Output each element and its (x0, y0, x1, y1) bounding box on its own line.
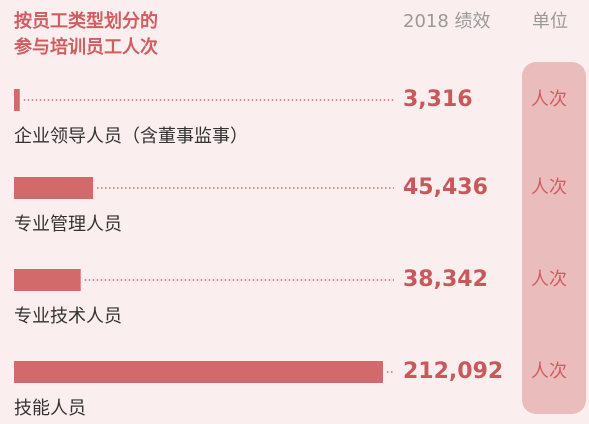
unit-label: 人次 (531, 269, 567, 290)
category-label: 专业技术人员 (14, 306, 122, 327)
unit-label: 人次 (531, 361, 567, 382)
category-label: 企业领导人员（含董事监事） (14, 126, 248, 147)
unit-header: 单位 (532, 11, 568, 32)
bar (14, 177, 94, 199)
category-label: 专业管理人员 (14, 214, 122, 235)
unit-panel (522, 62, 586, 414)
value-header: 2018 绩效 (403, 11, 491, 32)
chart-title: 参与培训员工人次 (14, 36, 158, 58)
unit-label: 人次 (531, 177, 567, 198)
unit-label: 人次 (531, 89, 567, 110)
value-label: 212,092 (403, 359, 503, 384)
chart-title: 按员工类型划分的 (14, 10, 158, 32)
value-label: 45,436 (403, 175, 488, 200)
bar (14, 361, 383, 383)
bar (14, 269, 81, 291)
bar (14, 89, 20, 111)
value-label: 38,342 (403, 267, 488, 292)
category-label: 技能人员 (14, 398, 86, 419)
value-label: 3,316 (403, 87, 473, 112)
